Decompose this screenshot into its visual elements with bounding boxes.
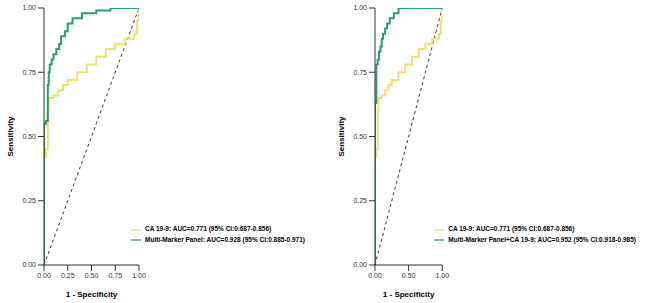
svg-text:1.00: 1.00 <box>132 272 146 279</box>
svg-text:0.75: 0.75 <box>353 69 367 76</box>
html-text:Multi-Marker Panel: AUC=0.928: Multi-Marker Panel: AUC=0.928 (95% CI:0.… <box>145 235 305 243</box>
svg-text:0.25: 0.25 <box>353 197 367 204</box>
svg-text:Sensitivity: Sensitivity <box>337 116 346 157</box>
svg-text:0.75: 0.75 <box>108 272 122 279</box>
svg-text:0.25: 0.25 <box>61 272 75 279</box>
svg-text:1.00: 1.00 <box>435 272 449 279</box>
svg-text:0.50: 0.50 <box>353 133 367 140</box>
svg-text:Sensitivity: Sensitivity <box>8 116 15 157</box>
svg-text:0.75: 0.75 <box>22 69 36 76</box>
svg-text:0.00: 0.00 <box>22 261 36 268</box>
html-text:CA 19-9: AUC=0.771 (95% CI:0.6: CA 19-9: AUC=0.771 (95% CI:0.687-0.856) <box>145 225 272 233</box>
html-text:CA 19-9: AUC=0.771 (95% CI:0.6: CA 19-9: AUC=0.771 (95% CI:0.687-0.856) <box>448 225 575 233</box>
svg-text:1.00: 1.00 <box>22 4 36 11</box>
svg-text:0.00: 0.00 <box>37 272 51 279</box>
svg-text:1 - Specificity: 1 - Specificity <box>66 290 118 299</box>
svg-text:1.00: 1.00 <box>353 4 367 11</box>
svg-text:0.50: 0.50 <box>402 272 416 279</box>
svg-text:0.00: 0.00 <box>353 261 367 268</box>
svg-text:0.25: 0.25 <box>22 197 36 204</box>
html-text:Multi-Marker Panel+CA 19-9: AU: Multi-Marker Panel+CA 19-9: AUC=0.952 (9… <box>448 235 636 243</box>
svg-text:0.00: 0.00 <box>368 272 382 279</box>
svg-text:0.50: 0.50 <box>85 272 99 279</box>
svg-text:1 - Specificity: 1 - Specificity <box>383 290 435 299</box>
svg-text:0.50: 0.50 <box>22 133 36 140</box>
